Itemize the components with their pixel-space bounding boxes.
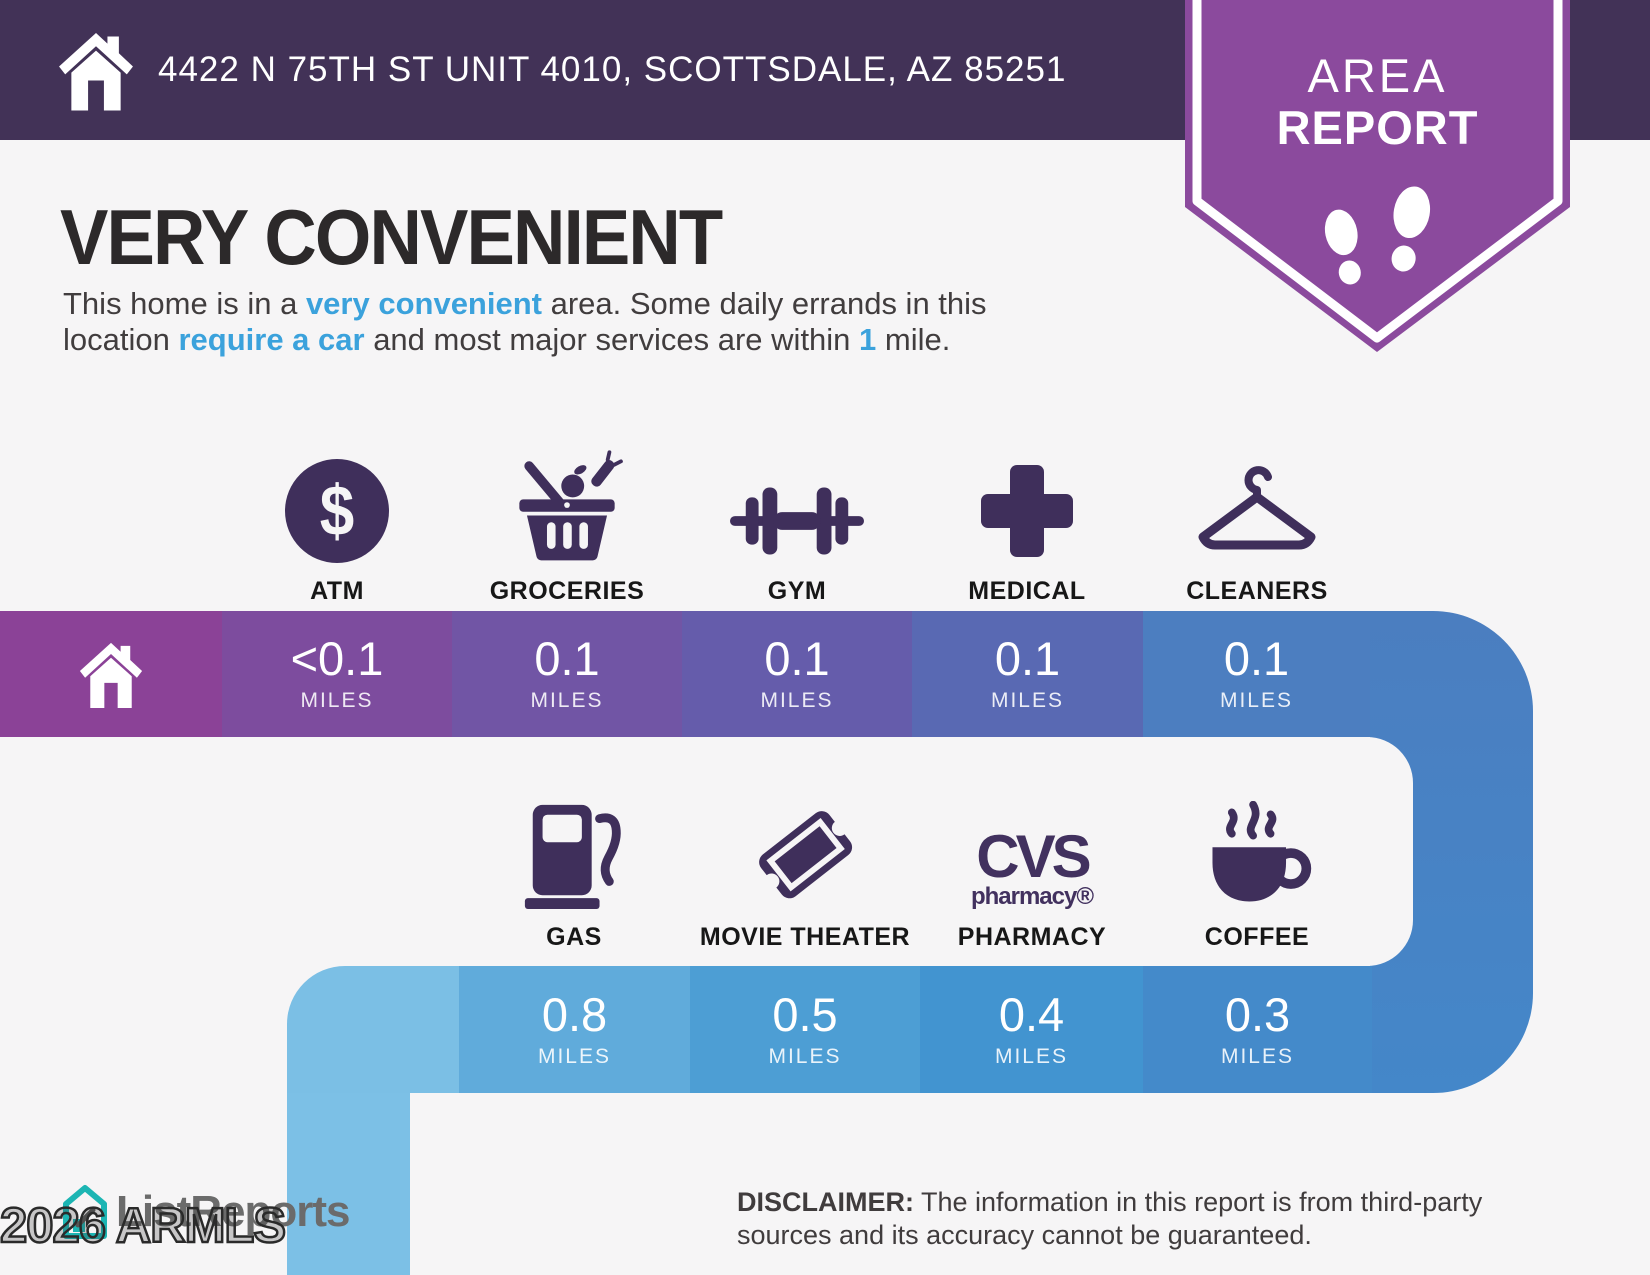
intro-highlight-car: require a car — [178, 322, 365, 357]
home-icon — [79, 642, 143, 709]
poi-medical: MEDICAL — [912, 436, 1142, 606]
distance-segment-medical: 0.1 MILES — [912, 611, 1143, 737]
intro-text: This home is in a — [63, 286, 306, 321]
intro-text: mile. — [876, 322, 951, 357]
footprints-icon — [1324, 186, 1431, 285]
distance-unit: MILES — [1220, 1044, 1295, 1068]
distance-unit: MILES — [1219, 689, 1294, 712]
poi-movie-theater: MOVIE THEATER — [690, 776, 920, 952]
disclaimer-label: DISCLAIMER: — [737, 1187, 914, 1217]
poi-label: GYM — [767, 577, 827, 605]
intro-text: area. Some daily errands in this — [541, 286, 987, 321]
movie-ticket-icon — [759, 811, 853, 899]
page-title: VERY CONVENIENT — [60, 193, 723, 281]
poi-label: CLEANERS — [1186, 577, 1328, 605]
poi-label: MEDICAL — [968, 577, 1086, 605]
distance-value: 0.8 — [541, 987, 608, 1041]
cvs-pharmacy-logo: CVS pharmacy® — [970, 823, 1094, 910]
poi-coffee: COFFEE — [1142, 776, 1372, 952]
armls-watermark: 2026 ARMLS — [0, 1198, 287, 1255]
distance-value: 0.4 — [998, 987, 1065, 1041]
cvs-logo-text: CVS — [976, 823, 1091, 890]
distance-segment-cleaners: 0.1 MILES — [1143, 611, 1370, 737]
poi-label: MOVIE THEATER — [699, 923, 911, 951]
coffee-cup-icon — [1212, 801, 1312, 902]
distance-value: 0.5 — [772, 987, 838, 1041]
distance-unit: MILES — [990, 689, 1065, 712]
distance-segment-movie-theater: 0.5 MILES — [690, 966, 920, 1093]
listreports-house-icon — [63, 1185, 107, 1239]
distance-unit: MILES — [537, 1044, 612, 1068]
poi-label: GAS — [546, 923, 602, 951]
distance-unit: MILES — [300, 689, 374, 712]
distance-unit: MILES — [760, 689, 834, 712]
poi-label: ATM — [310, 577, 364, 605]
hanger-icon — [1198, 466, 1316, 550]
medical-cross-icon — [981, 465, 1073, 557]
ribbon-home-segment — [0, 611, 222, 737]
poi-label: PHARMACY — [957, 923, 1107, 951]
poi-atm: $ ATM — [222, 436, 452, 606]
badge-title-line1: AREA — [1307, 49, 1448, 102]
distance-value: 0.1 — [764, 632, 830, 685]
intro-paragraph: This home is in a very convenient area. … — [63, 286, 1133, 358]
home-icon — [59, 33, 133, 111]
distance-value: 0.1 — [534, 632, 600, 685]
ribbon-left-turn — [287, 966, 459, 1093]
intro-highlight-mile: 1 — [859, 322, 877, 357]
property-address: 4422 N 75TH ST UNIT 4010, SCOTTSDALE, AZ… — [158, 50, 1067, 89]
distance-segment-pharmacy: 0.4 MILES — [920, 966, 1143, 1093]
distance-segment-gym: 0.1 MILES — [682, 611, 912, 737]
area-report-badge: AREA REPORT — [1185, 0, 1570, 362]
listreports-wordmark: ListReports — [116, 1187, 350, 1236]
distance-unit: MILES — [768, 1044, 842, 1068]
ribbon-inner-notch — [950, 737, 1413, 966]
listreports-logo: ListReports — [62, 1183, 350, 1241]
disclaimer-text: DISCLAIMER: The information in this repo… — [737, 1187, 1483, 1250]
ribbon-bottom-tail — [287, 1093, 410, 1275]
grocery-basket-icon — [519, 450, 623, 561]
distance-value: 0.1 — [994, 632, 1061, 685]
dumbbell-icon — [730, 487, 864, 555]
badge-shield-shape — [1185, 0, 1570, 352]
distance-value: 0.1 — [1223, 632, 1290, 685]
cvs-pharmacy-text: pharmacy® — [970, 883, 1094, 910]
dollar-circle-icon: $ — [285, 459, 389, 563]
badge-title-line2: REPORT — [1276, 101, 1479, 154]
distance-segment-groceries: 0.1 MILES — [452, 611, 682, 737]
poi-gas: GAS — [459, 776, 689, 952]
intro-text: location — [63, 322, 179, 357]
distance-segment-coffee: 0.3 MILES — [1143, 966, 1372, 1093]
poi-label: GROCERIES — [489, 577, 645, 605]
poi-gym: GYM — [682, 436, 912, 606]
distance-segment-atm: <0.1 MILES — [222, 611, 452, 737]
intro-highlight-convenient: very convenient — [305, 286, 542, 321]
poi-cleaners: CLEANERS — [1142, 436, 1372, 606]
gas-pump-icon — [524, 804, 621, 909]
distance-segment-gas: 0.8 MILES — [459, 966, 690, 1093]
distance-value: 0.3 — [1224, 987, 1291, 1041]
distance-value: <0.1 — [290, 632, 384, 685]
poi-pharmacy: CVS pharmacy® PHARMACY — [917, 776, 1147, 952]
poi-label: COFFEE — [1204, 923, 1310, 951]
distance-unit: MILES — [994, 1044, 1069, 1068]
ribbon-bottom-notch — [410, 1093, 1030, 1275]
distance-unit: MILES — [530, 689, 604, 712]
poi-groceries: GROCERIES — [452, 436, 682, 606]
intro-text: and most major services are within — [364, 322, 860, 357]
